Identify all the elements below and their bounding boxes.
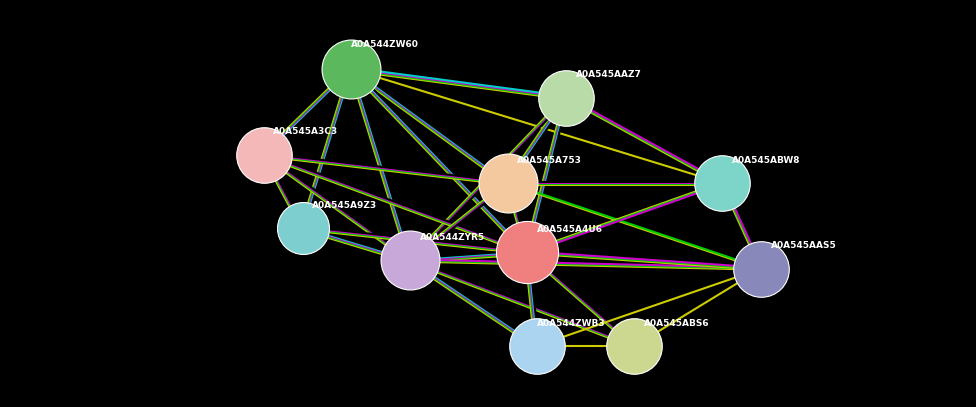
- Text: A0A545A4U6: A0A545A4U6: [537, 225, 603, 234]
- Text: A0A544ZW60: A0A544ZW60: [351, 40, 420, 49]
- Point: [256, 151, 271, 158]
- Text: A0A545ABW8: A0A545ABW8: [732, 156, 800, 165]
- Point: [295, 225, 310, 231]
- Text: A0A545A9Z3: A0A545A9Z3: [312, 201, 378, 210]
- Point: [519, 249, 535, 256]
- Text: A0A545AAS5: A0A545AAS5: [771, 241, 836, 250]
- Point: [529, 343, 545, 349]
- Point: [500, 180, 515, 186]
- Text: A0A545AAZ7: A0A545AAZ7: [576, 70, 641, 79]
- Point: [714, 180, 730, 186]
- Text: A0A545ABS6: A0A545ABS6: [644, 319, 710, 328]
- Point: [753, 265, 769, 272]
- Text: A0A545A753: A0A545A753: [517, 156, 582, 165]
- Point: [627, 343, 642, 349]
- Text: A0A544ZWB3: A0A544ZWB3: [537, 319, 605, 328]
- Point: [402, 257, 418, 264]
- Text: A0A545A3C3: A0A545A3C3: [273, 127, 339, 136]
- Point: [344, 66, 359, 72]
- Point: [558, 94, 574, 101]
- Text: A0A544ZYR5: A0A544ZYR5: [420, 233, 485, 242]
